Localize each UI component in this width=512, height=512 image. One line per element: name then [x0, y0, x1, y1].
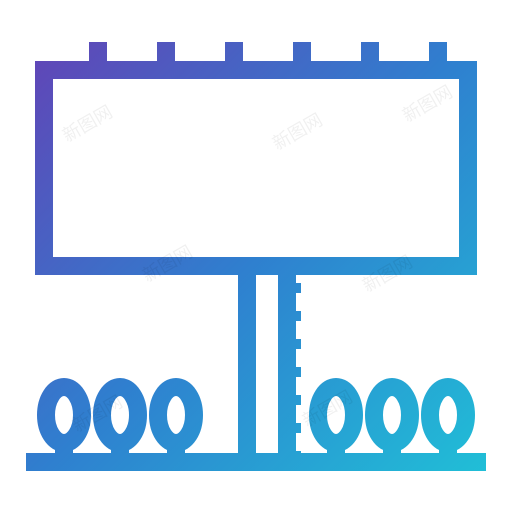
billboard-icon — [0, 0, 512, 512]
icon-canvas: 新图网新图网新图网新图网新图网新图网新图网 — [0, 0, 512, 512]
